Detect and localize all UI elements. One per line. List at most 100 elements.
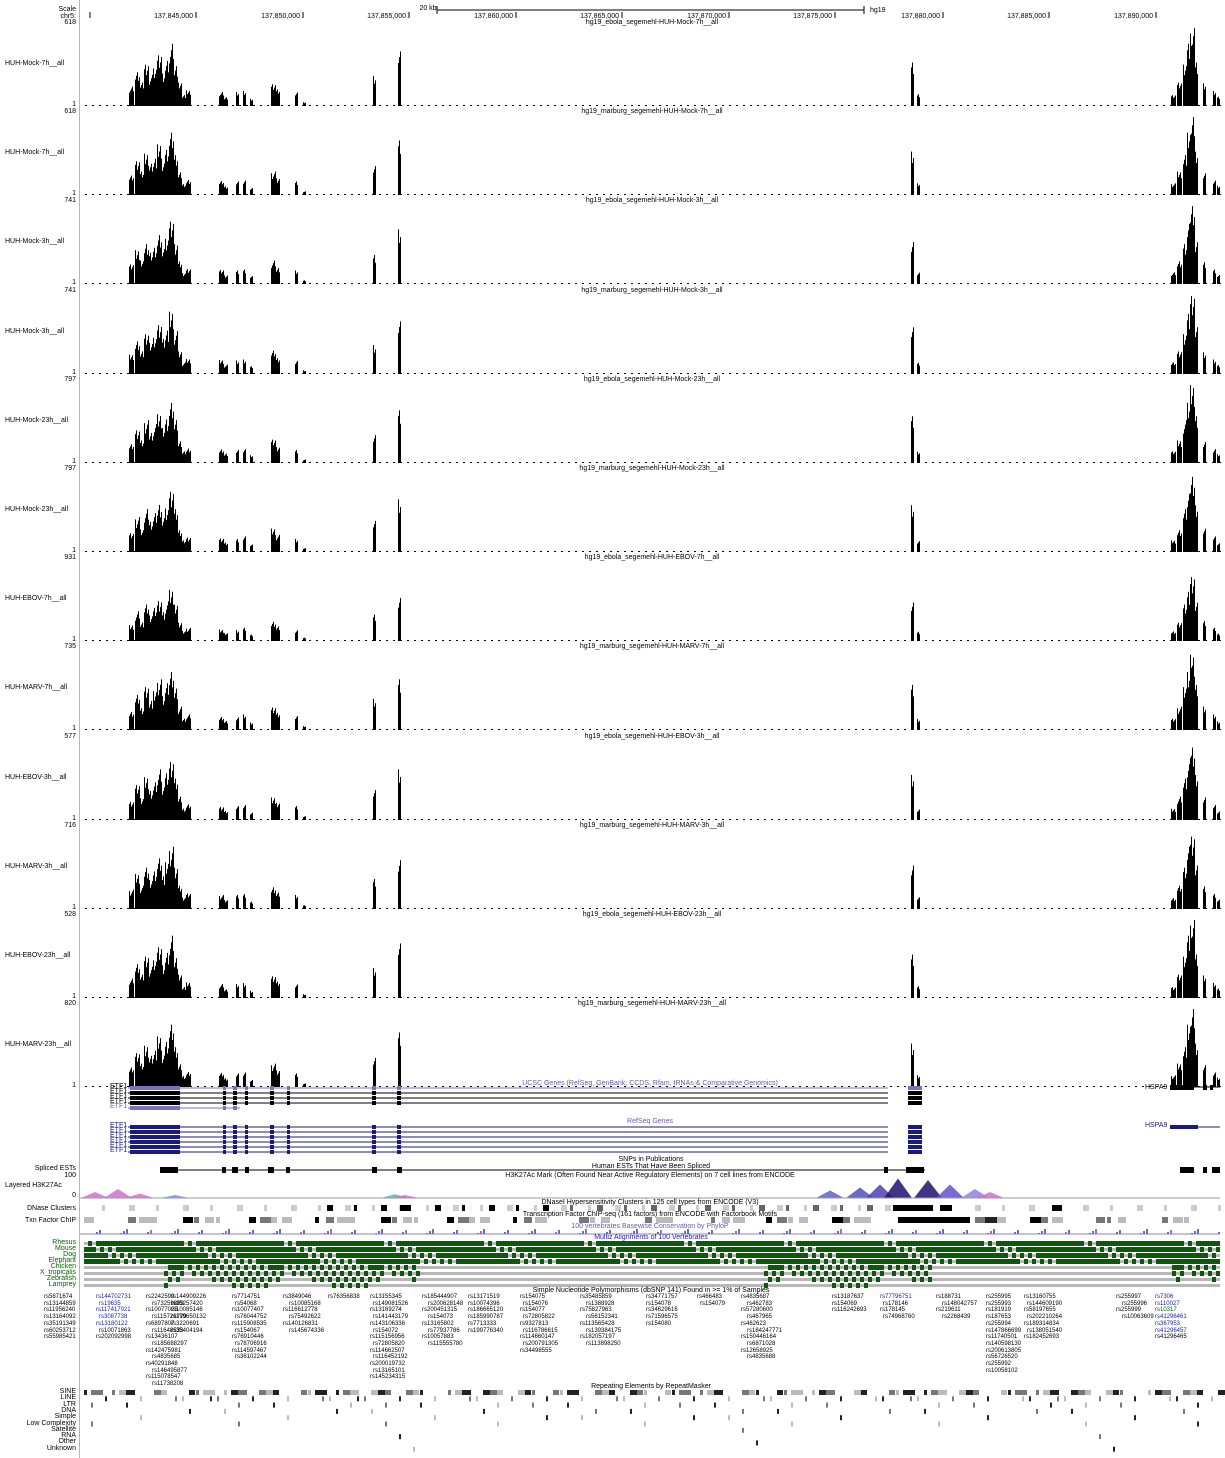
ucsc-hspa9-label[interactable]: HSPA9 bbox=[1145, 1084, 1168, 1091]
track-label[interactable]: HUH-Mock-23h__all bbox=[5, 506, 69, 513]
species-label[interactable]: Zebrafish bbox=[46, 1275, 76, 1282]
snp-item[interactable]: rs367953 bbox=[1155, 1320, 1181, 1327]
species-label[interactable]: Mouse bbox=[54, 1245, 76, 1252]
snp-item[interactable]: rs144609190 bbox=[1027, 1300, 1063, 1307]
snp-item[interactable]: rs10077407 bbox=[232, 1307, 264, 1314]
snp-item[interactable]: rs115726779 bbox=[152, 1314, 187, 1321]
snp-item[interactable]: rs144702731 bbox=[96, 1294, 132, 1300]
snp-item[interactable]: rs75827963 bbox=[580, 1307, 612, 1314]
refseq-gene-label[interactable]: ETF1 bbox=[110, 1132, 128, 1139]
refseq-hspa9-label[interactable]: HSPA9 bbox=[1145, 1122, 1168, 1129]
track-label[interactable]: HUH-Mock-7h__all bbox=[5, 149, 65, 157]
repeat-class-label[interactable]: Other bbox=[58, 1438, 76, 1446]
snp-item[interactable]: rs35404194 bbox=[171, 1327, 203, 1334]
snp-item[interactable]: rs199650132 bbox=[171, 1314, 207, 1321]
snp-item[interactable]: rs7714751 bbox=[232, 1294, 261, 1300]
snp-item[interactable]: rs10071863 bbox=[99, 1327, 131, 1334]
refseq-gene-label[interactable]: ETF1 bbox=[110, 1122, 128, 1129]
snp-item[interactable]: rs140126831 bbox=[283, 1320, 319, 1327]
snp-item[interactable]: rs154075 bbox=[520, 1294, 546, 1300]
snp-item[interactable]: rs138051540 bbox=[1027, 1327, 1063, 1334]
track-title[interactable]: hg19_marburg_segemehl-HUH-Mock-7h__all bbox=[581, 108, 723, 116]
snp-item[interactable]: rs154078 bbox=[646, 1300, 672, 1307]
snp-item[interactable]: rs36102244 bbox=[235, 1354, 267, 1361]
snp-item[interactable]: rs199776340 bbox=[468, 1327, 504, 1334]
snp-item[interactable]: rs13187637 bbox=[832, 1294, 864, 1300]
snp-item[interactable]: rs116242693 bbox=[832, 1307, 867, 1314]
h3k27ac-label[interactable]: Layered H3K27Ac bbox=[5, 1182, 62, 1189]
snp-item[interactable]: rs5871674 bbox=[44, 1294, 73, 1300]
snp-item[interactable]: rs13164092 bbox=[44, 1314, 76, 1321]
snp-item[interactable]: rs3220691 bbox=[171, 1320, 200, 1327]
snp-item[interactable]: rs34629616 bbox=[646, 1307, 678, 1314]
snp-item[interactable]: rs56726520 bbox=[986, 1354, 1018, 1361]
repeat-class-label[interactable]: Low Complexity bbox=[26, 1419, 76, 1427]
repeat-class-label[interactable]: SINE bbox=[59, 1388, 76, 1395]
snp-item[interactable]: rs145674336 bbox=[289, 1327, 325, 1334]
snp-item[interactable]: rs6871028 bbox=[747, 1340, 776, 1347]
snp-item[interactable]: rs255996 bbox=[1122, 1300, 1148, 1307]
snp-item[interactable]: rs147866699 bbox=[986, 1327, 1022, 1334]
dnase-label[interactable]: DNase Clusters bbox=[26, 1205, 76, 1212]
track-label[interactable]: HUH-Mock-3h__all bbox=[5, 238, 65, 246]
h3k27ac-title[interactable]: H3K27Ac Mark (Often Found Near Active Re… bbox=[505, 1172, 795, 1179]
snp-item[interactable]: rs116786615 bbox=[523, 1327, 558, 1334]
spliced-ests-title[interactable]: Human ESTs That Have Been Spliced bbox=[591, 1163, 711, 1170]
dnase-title[interactable]: DNaseI Hypersensitivity Clusters in 125 … bbox=[541, 1199, 759, 1206]
track-label[interactable]: HUH-MARV-23h__all bbox=[5, 1041, 72, 1049]
snp-item[interactable]: rs76910446 bbox=[232, 1334, 264, 1341]
snp-item[interactable]: rs185688297 bbox=[152, 1340, 188, 1347]
snp-item[interactable]: rs75492622 bbox=[289, 1314, 321, 1321]
snp-item[interactable]: rs35191349 bbox=[44, 1320, 76, 1327]
snp-item[interactable]: rs146495877 bbox=[152, 1367, 188, 1374]
snp-item[interactable]: rs114660147 bbox=[520, 1334, 555, 1341]
repeat-class-label[interactable]: Satellite bbox=[51, 1425, 76, 1433]
track-label[interactable]: HUH-EBOV-7h__all bbox=[5, 595, 67, 603]
snp-item[interactable]: rs19635 bbox=[99, 1300, 121, 1307]
refseq-gene-label[interactable]: ETF1 bbox=[110, 1137, 128, 1144]
ucsc-gene-label[interactable]: ETF1 bbox=[110, 1103, 128, 1110]
snp-item[interactable]: rs41296457 bbox=[1155, 1327, 1187, 1334]
track-title[interactable]: hg19_marburg_segemehl-HUH-MARV-7h__all bbox=[579, 643, 725, 651]
snp-item[interactable]: rs144909226 bbox=[171, 1294, 207, 1300]
repeat-class-label[interactable]: LINE bbox=[60, 1394, 76, 1402]
snp-item[interactable]: rs10063609 bbox=[1122, 1314, 1154, 1321]
snp-item[interactable]: rs13180122 bbox=[96, 1320, 128, 1327]
snp-item[interactable]: rs255993 bbox=[986, 1300, 1012, 1307]
snp-item[interactable]: rs140598130 bbox=[986, 1340, 1022, 1347]
track-title[interactable]: hg19_ebola_segemehl-HUH-Mock-23h__all bbox=[583, 375, 721, 383]
snp-item[interactable]: rs13144859 bbox=[44, 1300, 76, 1307]
pane-separator[interactable] bbox=[79, 0, 80, 1458]
repeat-class-label[interactable]: DNA bbox=[61, 1406, 76, 1414]
snp-item[interactable]: rs76356838 bbox=[328, 1294, 360, 1300]
track-title[interactable]: hg19_ebola_segemehl-HUH-EBOV-7h__all bbox=[584, 554, 720, 562]
snp-item[interactable]: rs200019732 bbox=[370, 1361, 406, 1367]
snp-item[interactable]: rs182452693 bbox=[1024, 1334, 1060, 1341]
snp-item[interactable]: rs72805820 bbox=[373, 1340, 405, 1347]
track-title[interactable]: hg19_marburg_segemehl-HUH-Mock-23h__all bbox=[579, 465, 725, 472]
snp-item[interactable]: rs41296461 bbox=[1155, 1314, 1187, 1321]
snp-item[interactable]: rs181919 bbox=[986, 1307, 1012, 1314]
snp-item[interactable]: rs255995 bbox=[986, 1294, 1012, 1300]
snp-item[interactable]: rs184247771 bbox=[747, 1327, 783, 1334]
snp-item[interactable]: rs115908535 bbox=[232, 1320, 267, 1327]
spliced-ests-label[interactable]: Spliced ESTs bbox=[34, 1165, 76, 1172]
repeat-class-label[interactable]: LTR bbox=[63, 1400, 76, 1408]
repeat-class-label[interactable]: Simple bbox=[54, 1413, 76, 1421]
snp-item[interactable]: rs114662507 bbox=[370, 1347, 405, 1354]
snp-item[interactable]: rs4835688 bbox=[747, 1354, 776, 1361]
snp-item[interactable]: rs1388928 bbox=[586, 1300, 615, 1307]
snp-item[interactable]: rs13165802 bbox=[422, 1320, 454, 1327]
snp-item[interactable]: rs154077 bbox=[520, 1307, 546, 1314]
snp-item[interactable]: rs13171519 bbox=[468, 1294, 500, 1300]
snp-item[interactable]: rs154072 bbox=[373, 1327, 399, 1334]
snp-item[interactable]: rs56152341 bbox=[586, 1314, 618, 1321]
snp-item[interactable]: rs10058102 bbox=[986, 1367, 1018, 1374]
snp-item[interactable]: rs139384175 bbox=[586, 1327, 622, 1334]
snp-item[interactable]: rs150446164 bbox=[741, 1334, 777, 1341]
track-label[interactable]: HUH-EBOV-3h__all bbox=[5, 773, 67, 781]
snp-item[interactable]: rs13160755 bbox=[1024, 1294, 1056, 1300]
snp-item[interactable]: rs10057883 bbox=[422, 1334, 454, 1341]
snp-item[interactable]: rs71596575 bbox=[646, 1314, 678, 1321]
snp-item[interactable]: rs7713333 bbox=[468, 1320, 497, 1327]
